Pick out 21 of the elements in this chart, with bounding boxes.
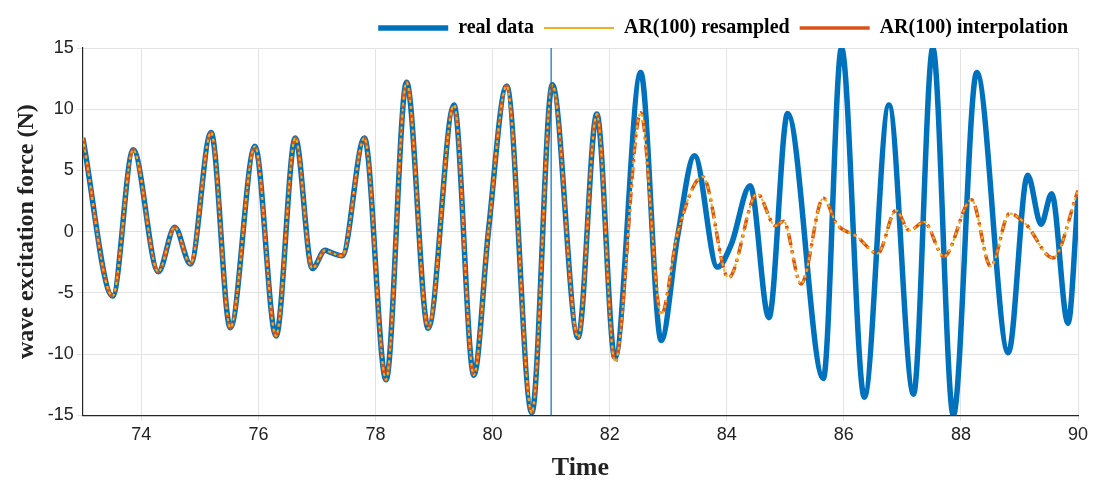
x-tick-label: 80 <box>482 423 503 444</box>
legend-label: AR(100) interpolation <box>879 15 1069 39</box>
x-tick-label: 84 <box>716 423 737 444</box>
x-tick-label: 90 <box>1067 423 1089 444</box>
y-tick-label: -10 <box>47 342 74 363</box>
y-tick-label: 0 <box>63 220 74 241</box>
y-tick-label: 5 <box>63 159 74 180</box>
y-tick-label: 10 <box>53 98 74 119</box>
y-tick-label: -5 <box>57 281 74 302</box>
x-axis-title: Time <box>551 452 610 482</box>
legend-label: AR(100) resampled <box>623 15 790 39</box>
x-tick-label: 88 <box>950 423 971 444</box>
y-tick-label: -15 <box>47 404 74 425</box>
y-tick-label: 15 <box>53 36 74 57</box>
x-tick-label: 76 <box>248 423 269 444</box>
x-tick-label: 82 <box>599 423 620 444</box>
x-tick-label: 78 <box>365 423 386 444</box>
x-tick-label: 86 <box>833 423 854 444</box>
y-axis-title: wave excitation force (N) <box>11 104 38 359</box>
legend-label: real data <box>458 15 534 38</box>
x-tick-label: 74 <box>131 423 152 444</box>
